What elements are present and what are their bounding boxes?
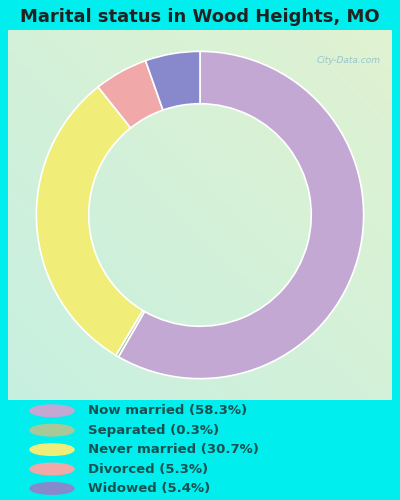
Wedge shape <box>118 52 364 378</box>
Circle shape <box>30 463 74 475</box>
Text: Never married (30.7%): Never married (30.7%) <box>88 443 259 456</box>
Circle shape <box>30 405 74 416</box>
Circle shape <box>30 424 74 436</box>
Wedge shape <box>116 310 144 357</box>
Wedge shape <box>146 52 200 110</box>
Text: Now married (58.3%): Now married (58.3%) <box>88 404 247 417</box>
Circle shape <box>30 444 74 456</box>
Wedge shape <box>98 60 163 128</box>
Text: Separated (0.3%): Separated (0.3%) <box>88 424 219 436</box>
Text: Divorced (5.3%): Divorced (5.3%) <box>88 462 208 475</box>
Circle shape <box>30 482 74 494</box>
Text: Widowed (5.4%): Widowed (5.4%) <box>88 482 210 495</box>
Text: Marital status in Wood Heights, MO: Marital status in Wood Heights, MO <box>20 8 380 26</box>
Wedge shape <box>36 87 143 355</box>
Text: City-Data.com: City-Data.com <box>316 56 380 65</box>
